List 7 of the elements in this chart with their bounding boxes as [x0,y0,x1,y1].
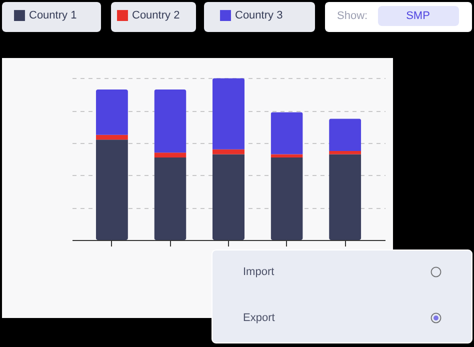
text: SMP [406,10,430,22]
legend-label: Country 3 [235,10,283,22]
legend-label: Country 1 [29,10,77,22]
text: Import [243,266,274,278]
text: Show: [337,10,368,22]
text: Export [243,312,275,324]
legend-label: Country 2 [132,10,180,22]
